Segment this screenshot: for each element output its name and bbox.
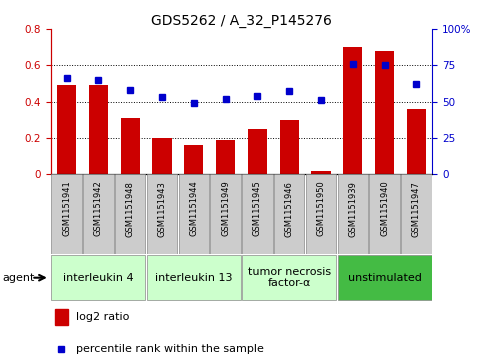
Bar — [55, 309, 68, 325]
Text: tumor necrosis
factor-α: tumor necrosis factor-α — [248, 267, 331, 289]
Text: GSM1151944: GSM1151944 — [189, 181, 199, 236]
Bar — [115, 174, 145, 254]
Bar — [121, 118, 140, 174]
Text: GSM1151948: GSM1151948 — [126, 181, 135, 237]
Bar — [242, 174, 273, 254]
Bar — [312, 171, 330, 174]
Text: GSM1151942: GSM1151942 — [94, 181, 103, 236]
Text: GSM1151940: GSM1151940 — [380, 181, 389, 236]
Text: GSM1151943: GSM1151943 — [157, 181, 167, 237]
Bar — [216, 140, 235, 174]
Bar — [185, 145, 203, 174]
Bar — [210, 174, 241, 254]
Text: GSM1151939: GSM1151939 — [348, 181, 357, 237]
Bar — [57, 85, 76, 174]
Text: GSM1151946: GSM1151946 — [284, 181, 294, 237]
Bar — [407, 109, 426, 174]
Bar — [338, 255, 432, 300]
Bar — [147, 174, 177, 254]
Text: log2 ratio: log2 ratio — [75, 312, 129, 322]
Bar — [248, 129, 267, 174]
Bar — [83, 174, 114, 254]
Text: GSM1151950: GSM1151950 — [316, 181, 326, 236]
Bar — [179, 174, 209, 254]
Text: unstimulated: unstimulated — [348, 273, 422, 283]
Text: agent: agent — [2, 273, 35, 283]
Bar — [280, 120, 298, 174]
Text: GSM1151947: GSM1151947 — [412, 181, 421, 237]
Text: interleukin 13: interleukin 13 — [155, 273, 232, 283]
Title: GDS5262 / A_32_P145276: GDS5262 / A_32_P145276 — [151, 14, 332, 28]
Bar — [51, 174, 82, 254]
Bar — [343, 47, 362, 174]
Text: percentile rank within the sample: percentile rank within the sample — [75, 344, 263, 354]
Bar — [51, 255, 145, 300]
Bar — [147, 255, 241, 300]
Text: GSM1151949: GSM1151949 — [221, 181, 230, 236]
Text: GSM1151945: GSM1151945 — [253, 181, 262, 236]
Bar — [242, 255, 336, 300]
Bar — [306, 174, 336, 254]
Bar — [274, 174, 304, 254]
Bar — [369, 174, 400, 254]
Bar — [338, 174, 368, 254]
Text: interleukin 4: interleukin 4 — [63, 273, 134, 283]
Bar — [153, 138, 171, 174]
Bar — [401, 174, 432, 254]
Bar — [89, 85, 108, 174]
Bar — [375, 51, 394, 174]
Text: GSM1151941: GSM1151941 — [62, 181, 71, 236]
